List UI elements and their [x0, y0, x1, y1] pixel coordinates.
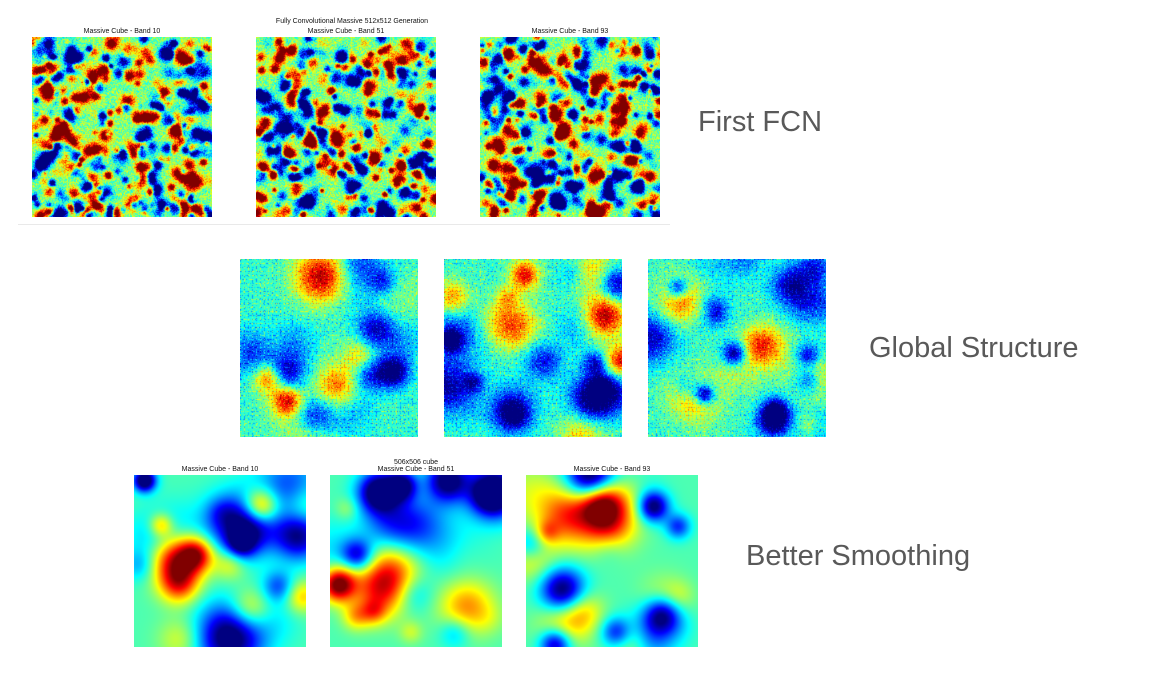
row3-panel1-heatmap — [134, 475, 306, 647]
row1-figure-title: Fully Convolutional Massive 512x512 Gene… — [275, 18, 429, 25]
row1-panel3-heatmap — [480, 37, 660, 217]
row1-panel1-heatmap — [32, 37, 212, 217]
row3-panel2-title: Massive Cube - Band 51 — [377, 466, 455, 473]
row3-panel1-title: Massive Cube - Band 10 — [181, 466, 259, 473]
row1-panel3-title: Massive Cube - Band 93 — [531, 28, 609, 35]
row1-panel2-title: Massive Cube - Band 51 — [307, 28, 385, 35]
row3-figure-title: 506x506 cube — [394, 459, 438, 466]
row2-panel2-heatmap — [444, 259, 622, 437]
row2-panel3-heatmap — [648, 259, 826, 437]
row1-label: First FCN — [698, 106, 823, 138]
row3-panel3-heatmap — [526, 475, 698, 647]
row2-label: Global Structure — [869, 332, 1079, 364]
row2-panel1-heatmap — [240, 259, 418, 437]
row1-panel1-title: Massive Cube - Band 10 — [83, 28, 161, 35]
row3-panel2-heatmap — [330, 475, 502, 647]
row3-label: Better Smoothing — [746, 540, 971, 572]
row1-panel2-heatmap — [256, 37, 436, 217]
row3-panel3-title: Massive Cube - Band 93 — [573, 466, 651, 473]
